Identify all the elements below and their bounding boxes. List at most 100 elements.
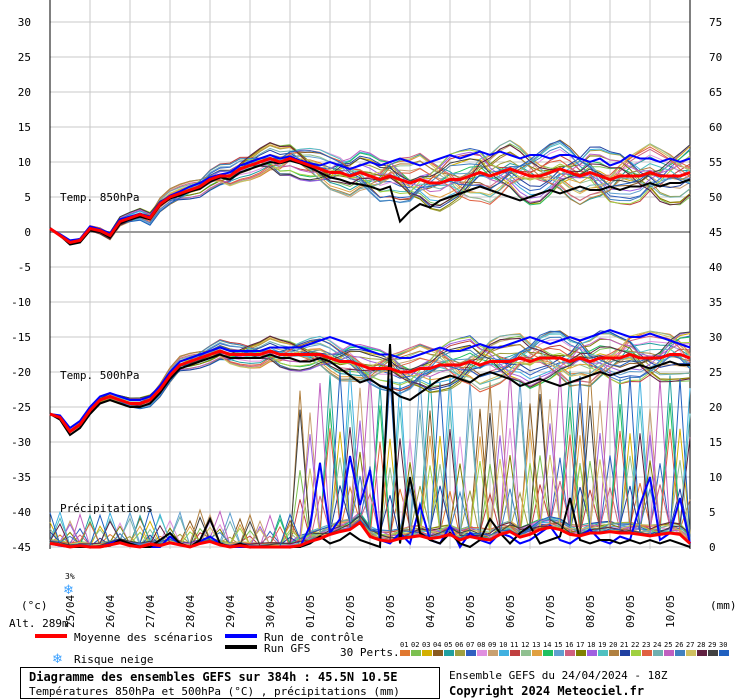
pert-swatch [664,650,674,656]
right-unit-label: (mm) [710,599,737,612]
x-date-label: 06/05 [504,595,517,628]
pert-legend: 01 02 03 04 05 06 07 08 09 10 11 12 13 14 15 16 17 18 19 20… [400,641,729,656]
pert-number-label: 16 [565,641,573,649]
right-tick-label: 25 [709,366,722,379]
pert-number-label: 04 [433,641,441,649]
pert-line-precip [49,372,691,548]
pert-swatch [455,650,465,656]
pert-number-label: 14 [543,641,551,649]
pert-swatch [444,650,454,656]
x-date-label: 08/05 [584,595,597,628]
x-date-label: 10/05 [664,595,677,628]
right-tick-label: 15 [709,436,722,449]
right-tick-label: 30 [709,331,722,344]
pert-number-label: 09 [488,641,496,649]
pert-number-label: 05 [444,641,452,649]
right-tick-label: 35 [709,296,722,309]
pert-swatch [488,650,498,656]
left-tick-label: 25 [18,51,31,64]
pert-number-label: 12 [521,641,529,649]
pert-number-label: 02 [411,641,419,649]
x-date-label: 25/04 [64,595,77,628]
pert-swatch [642,650,652,656]
pert-swatch [400,650,410,656]
mean-line [49,156,691,245]
x-date-label: 27/04 [144,595,157,628]
pert-swatch [477,650,487,656]
x-date-label: 29/04 [224,595,237,628]
pert-swatch [620,650,630,656]
right-tick-label: 20 [709,401,722,414]
legend-snow-label: Risque neige [74,653,153,666]
pert-swatch [521,650,531,656]
left-tick-label: -20 [11,366,31,379]
pert-swatch [576,650,586,656]
left-tick-label: -25 [11,401,31,414]
pert-swatch [532,650,542,656]
x-date-label: 03/05 [384,595,397,628]
pert-swatch [653,650,663,656]
pert-swatch [708,650,718,656]
gfs-line [49,353,690,437]
x-date-label: 26/04 [104,595,117,628]
left-tick-label: -45 [11,541,31,554]
right-tick-label: 50 [709,191,722,204]
pert-swatch [510,650,520,656]
pert-swatch [411,650,421,656]
pert-number-label: 17 [576,641,584,649]
right-tick-label: 10 [709,471,722,484]
gfs-line [49,343,691,549]
mean-line [49,349,691,434]
left-unit-label: (°c) [21,599,48,612]
pert-swatch [565,650,575,656]
pert-number-label: 24 [653,641,661,649]
pert-swatch [675,650,685,656]
pert-swatch [543,650,553,656]
pert-swatch [433,650,443,656]
pert-line-t850 [49,140,691,243]
pert-number-label: 29 [708,641,716,649]
copyright-label: Copyright 2024 Meteociel.fr [449,684,645,698]
x-date-label: 30/04 [264,595,277,628]
x-date-label: 04/05 [424,595,437,628]
pert-swatch [587,650,597,656]
pert-swatch [422,650,432,656]
pert-number-label: 03 [422,641,430,649]
pert-number-label: 25 [664,641,672,649]
pert-number-label: 13 [532,641,540,649]
right-tick-label: 75 [709,16,722,29]
pert-swatch [554,650,564,656]
pert-swatch [609,650,619,656]
legend-control-swatch [225,634,257,638]
left-tick-label: -10 [11,296,31,309]
pert-number-label: 18 [587,641,595,649]
right-tick-label: 5 [709,506,716,519]
pert-number-label: 27 [686,641,694,649]
pert-number-label: 21 [620,641,628,649]
pert-number-label: 01 [400,641,408,649]
pert-number-label: 06 [455,641,463,649]
main-lines [49,150,692,549]
left-tick-label: 5 [24,191,31,204]
left-tick-label: 20 [18,86,31,99]
x-date-label: 05/05 [464,595,477,628]
right-tick-label: 70 [709,51,722,64]
left-tick-label: -15 [11,331,31,344]
x-date-label: 02/05 [344,595,357,628]
x-date-label: 07/05 [544,595,557,628]
chart-title: Diagramme des ensembles GEFS sur 384h : … [29,670,398,684]
x-date-label: 28/04 [184,595,197,628]
right-tick-label: 55 [709,156,722,169]
pert-number-label: 19 [598,641,606,649]
right-tick-label: 40 [709,261,722,274]
left-tick-label: -40 [11,506,31,519]
legend-mean-label: Moyenne des scénarios [74,631,213,644]
title-box: Diagramme des ensembles GEFS sur 384h : … [20,667,440,699]
pert-number-label: 23 [642,641,650,649]
pert-number-label: 10 [499,641,507,649]
pert-swatch [686,650,696,656]
left-tick-label: -5 [18,261,31,274]
mean-line [49,520,692,549]
